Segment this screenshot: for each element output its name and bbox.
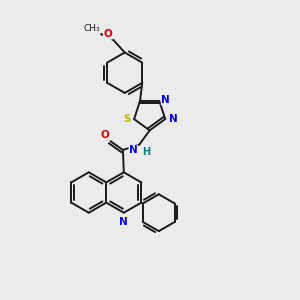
Text: N: N	[169, 114, 178, 124]
Text: CH₃: CH₃	[83, 24, 100, 33]
Text: O: O	[100, 130, 109, 140]
Text: N: N	[129, 145, 138, 155]
Text: N: N	[161, 94, 170, 105]
Text: O: O	[103, 29, 112, 39]
Text: S: S	[123, 114, 130, 124]
Text: N: N	[119, 217, 128, 226]
Text: H: H	[142, 147, 150, 157]
